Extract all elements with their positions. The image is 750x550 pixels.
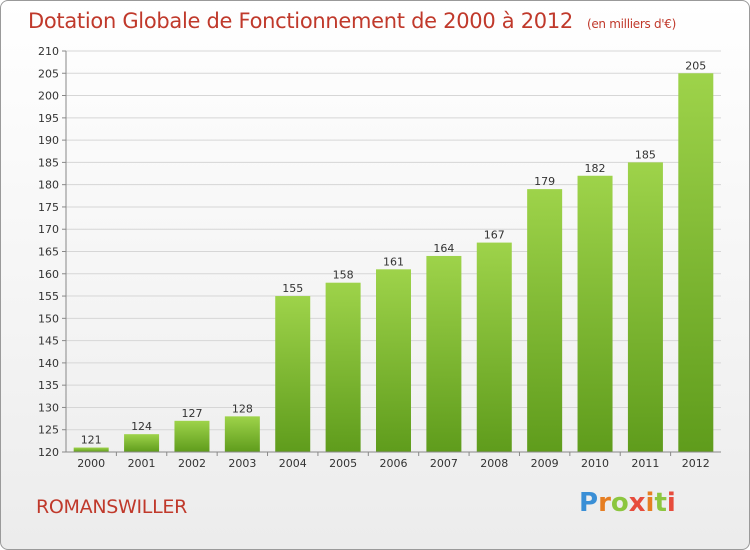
x-tick-label: 2003 <box>228 457 256 470</box>
bar-value-label: 179 <box>534 175 555 188</box>
logo-letter: P <box>579 488 599 518</box>
y-tick-label: 185 <box>38 156 59 169</box>
y-tick-label: 135 <box>38 379 59 392</box>
y-tick-label: 140 <box>38 357 59 370</box>
y-tick-label: 130 <box>38 401 59 414</box>
bar-2007 <box>426 255 462 452</box>
y-tick-label: 175 <box>38 201 59 214</box>
bar-2004 <box>275 296 311 452</box>
x-tick-label: 2004 <box>279 457 307 470</box>
bars: 121 124 127 128 155 158 161 164 167 179 182 185 205 <box>73 59 714 453</box>
y-tick-label: 120 <box>38 446 59 459</box>
y-axis-ticks: 120 125 130 135 140 145 150 155 160 165 170 175 180 1… <box>38 45 66 459</box>
bar-value-label: 127 <box>181 407 202 420</box>
bar-2008 <box>476 242 512 452</box>
x-tick-label: 2000 <box>77 457 105 470</box>
bar-2005 <box>325 282 361 452</box>
y-tick-label: 200 <box>38 90 59 103</box>
logo-letter: i <box>645 488 655 518</box>
y-tick-label: 195 <box>38 112 59 125</box>
y-tick-label: 155 <box>38 290 59 303</box>
bar-value-label: 161 <box>383 255 404 268</box>
y-tick-label: 150 <box>38 312 59 325</box>
bar-2006 <box>376 269 411 452</box>
x-tick-label: 2011 <box>631 457 659 470</box>
logo-letter: x <box>628 488 646 518</box>
y-tick-label: 210 <box>38 45 59 58</box>
bar-2001 <box>124 434 160 452</box>
logo-letter: t <box>654 488 667 518</box>
bar-2002 <box>174 420 210 452</box>
chart-subtitle: (en milliers d'€) <box>586 17 676 31</box>
place-name: ROMANSWILLER <box>36 496 187 518</box>
bar-value-label: 124 <box>131 420 152 433</box>
bar-2012 <box>678 73 714 453</box>
bar-value-label: 128 <box>232 402 253 415</box>
y-tick-label: 205 <box>38 67 59 80</box>
chart-title: Dotation Globale de Fonctionnement de 20… <box>28 9 676 33</box>
logo-letter: o <box>610 488 629 518</box>
x-tick-label: 2007 <box>430 457 458 470</box>
bar-2003 <box>224 416 260 452</box>
bar-2000 <box>73 447 109 452</box>
x-tick-label: 2009 <box>531 457 559 470</box>
bar-value-label: 155 <box>282 282 303 295</box>
x-tick-label: 2001 <box>128 457 156 470</box>
x-axis-ticks: 2000 2001 2002 2003 2004 2005 2006 2007 2008 2009… <box>77 452 710 470</box>
x-tick-label: 2005 <box>329 457 357 470</box>
logo-letter: r <box>598 488 611 518</box>
y-tick-label: 165 <box>38 246 59 259</box>
y-tick-label: 190 <box>38 134 59 147</box>
bar-value-label: 121 <box>81 434 102 447</box>
y-tick-label: 160 <box>38 268 59 281</box>
x-tick-label: 2006 <box>380 457 408 470</box>
proxiti-logo: Proxiti <box>579 488 676 518</box>
x-tick-label: 2008 <box>480 457 508 470</box>
bar-value-label: 185 <box>635 148 656 161</box>
bar-value-label: 205 <box>685 59 706 72</box>
x-tick-label: 2002 <box>178 457 206 470</box>
bar-value-label: 158 <box>333 269 354 282</box>
y-tick-label: 145 <box>38 335 59 348</box>
bar-value-label: 167 <box>484 229 505 242</box>
y-tick-label: 125 <box>38 424 59 437</box>
chart-title-text: Dotation Globale de Fonctionnement de 20… <box>28 9 573 33</box>
x-tick-label: 2010 <box>581 457 609 470</box>
y-tick-label: 180 <box>38 179 59 192</box>
bar-2011 <box>627 162 663 452</box>
bar-value-label: 182 <box>585 162 606 175</box>
bar-value-label: 164 <box>433 242 454 255</box>
bar-2010 <box>577 175 613 452</box>
bar-2009 <box>527 189 563 452</box>
x-tick-label: 2012 <box>682 457 710 470</box>
logo-letter: i <box>666 488 676 518</box>
y-tick-label: 170 <box>38 223 59 236</box>
